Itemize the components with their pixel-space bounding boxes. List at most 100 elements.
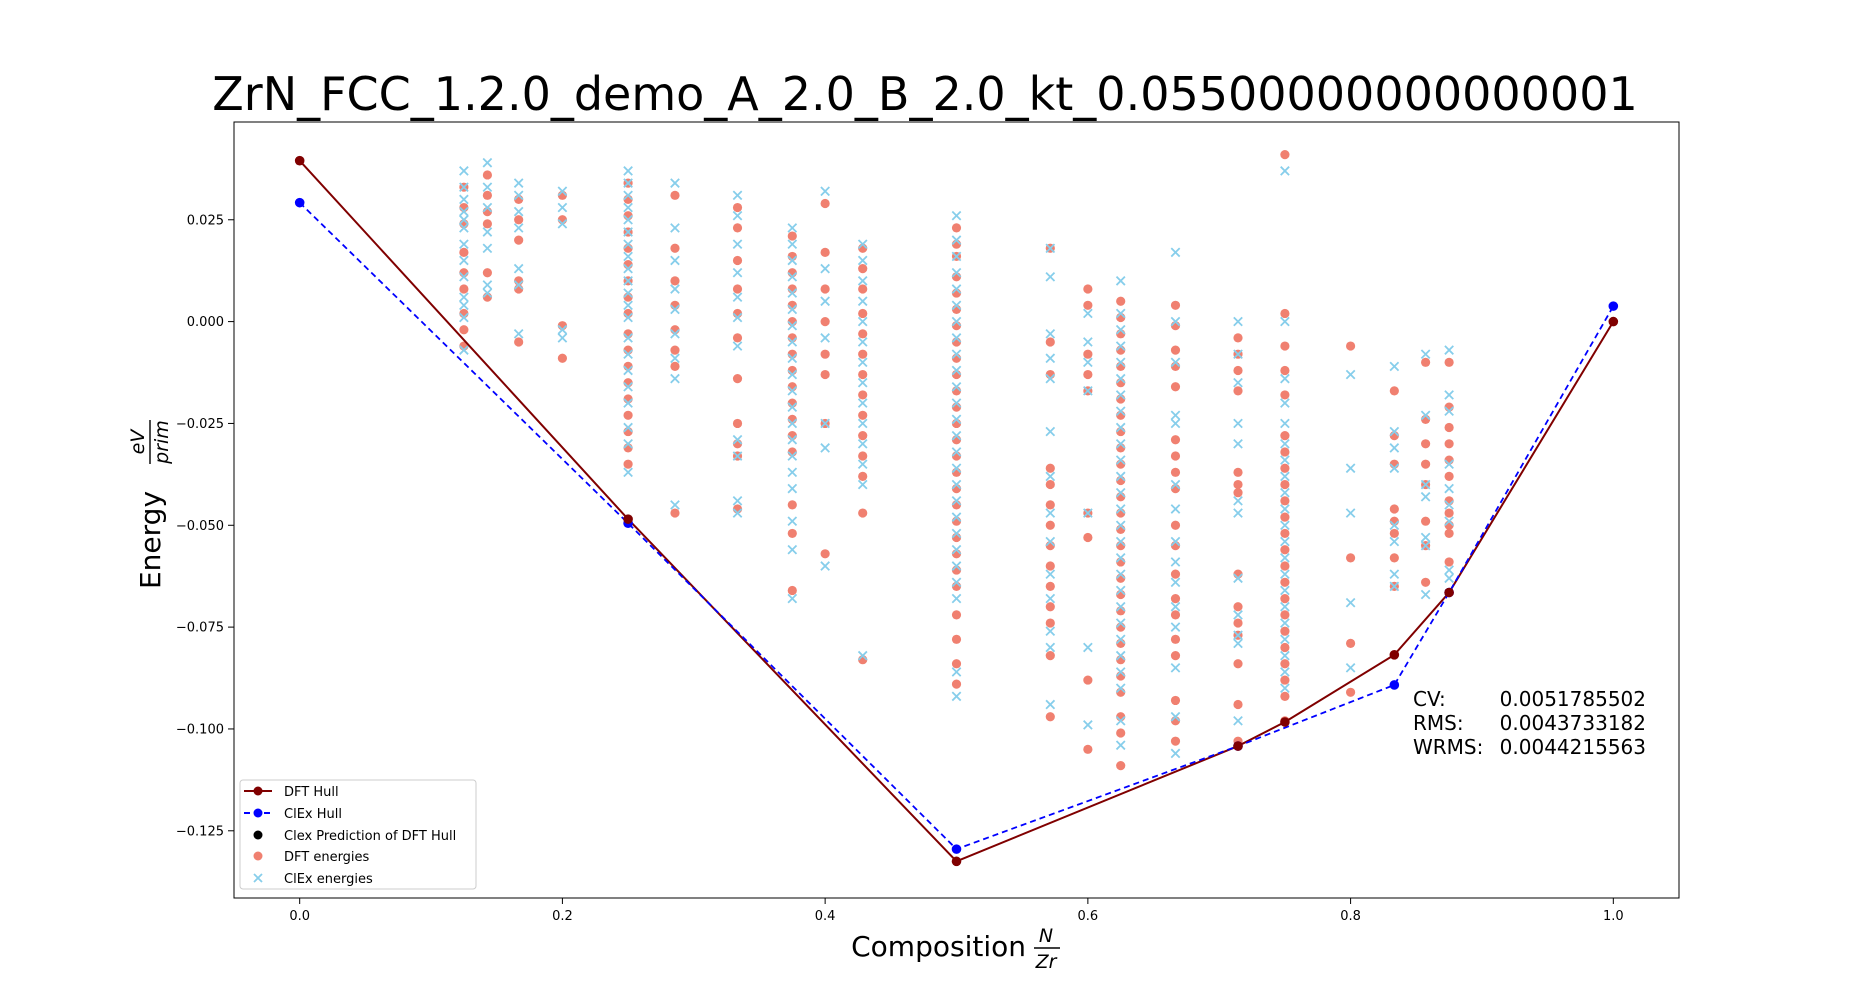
dft-energy-point [1280,626,1290,636]
clex-energy-point [1115,438,1126,449]
clex-energy-point [1115,390,1126,400]
clex-energy-point [820,443,830,453]
clex-energy-point [1045,593,1056,604]
clex-energy-point [1420,491,1431,502]
clex-energy-point [1170,536,1181,547]
legend-marker-clex-energies [253,873,263,883]
clex-energy-point [1420,540,1431,551]
clex-energy-point [1389,361,1400,372]
dft-energy-point [820,284,830,294]
clex-energy-point [1115,487,1126,498]
clex-energy-point [670,373,680,384]
clex-energy-point [732,341,743,351]
clex-energy-point [732,267,743,278]
clex-energy-point [951,316,962,327]
clex-energy-point [1233,316,1243,327]
dft-energy-point [1045,479,1055,490]
clex-energy-point [1115,341,1126,351]
dft-energy-point [1170,382,1181,392]
dft-energy-point [1444,439,1454,449]
clex-energy-point [820,561,830,571]
clex-energy-point [1115,667,1126,677]
dft-energy-point [1045,602,1055,612]
dft-energy-point [1345,341,1356,351]
x-tick-label: 0.4 [815,909,836,924]
dft-energy-point [670,361,680,372]
legend-item-clex-prediction: Clex Prediction of DFT Hull [253,829,456,844]
clex-energy-point [623,251,633,262]
clex-energy-point [1083,720,1093,730]
dft-energy-point [1083,349,1093,359]
clex-energy-point [623,202,633,213]
dft-energy-point [858,471,868,481]
stat-cv-value: 0.0051785502 [1500,687,1646,711]
clex-energy-point [1280,504,1290,514]
dft-energy-point [514,235,524,245]
clex-energy-point [857,479,868,490]
y-tick-label: −0.100 [176,722,224,737]
clex-energy-point [951,544,962,555]
clex-energy-point [951,349,962,360]
dft-energy-point [1233,699,1243,710]
clex-energy-point [857,459,868,470]
legend-label-dft-hull: DFT Hull [284,785,339,800]
clex-energy-point [787,239,798,250]
clex-energy-point [951,398,962,408]
clex-energy-point [1045,699,1056,710]
clex-energy-point [1233,573,1243,584]
dft-energy-point [858,390,868,400]
clex-energy-point [951,667,962,677]
dft-energy-point [1280,659,1290,669]
dft-energy-point [1233,333,1243,343]
clex-energy-point [459,239,469,250]
dft-energy-point [820,317,830,327]
dft-energy-point [1170,345,1181,355]
legend-item-clex-hull: ClEx Hull [244,807,342,822]
clex-energy-point [1233,377,1243,388]
clex-energy-point [1083,508,1093,518]
clex-energy-point [1115,740,1126,751]
clex-energy-point [820,186,830,197]
clex-energy-point [1420,479,1431,490]
dft-energy-point [951,659,962,669]
dft-energy-point [459,247,469,257]
clex-energy-point [623,227,633,237]
dft-energy-point [670,508,680,518]
clex-energy-point [951,528,962,539]
dft-energy-point [1444,557,1454,567]
dft-hull-line [298,160,1615,863]
clex-energy-point [459,345,469,355]
dft-energy-point [820,247,830,257]
clex-energy-point [951,235,962,245]
clex-energy-point [951,561,962,571]
clex-energy-point [623,381,633,392]
dft-energy-point [1389,504,1399,514]
clex-energy-point [557,333,568,343]
dft-energy-point [482,219,493,229]
clex-energy-point [1444,390,1454,400]
clex-energy-point [1280,569,1290,579]
clex-energy-point [787,516,798,527]
y-tick-label: 0.000 [187,315,224,330]
clex-energy-point [1280,316,1290,327]
clex-energy-point [1115,324,1126,335]
dft-energy-point [1116,761,1126,771]
clex-energy-point [1045,536,1056,547]
dft-energy-point [1233,488,1243,498]
clex-energy-point [1115,618,1126,628]
clex-energy-point [1045,353,1056,364]
x-axis-label: Composition N Zr [851,925,1060,973]
clex-energy-point [857,418,868,429]
legend-label-clex-prediction: Clex Prediction of DFT Hull [284,829,456,844]
clex-energy-point [857,296,868,307]
dft-energy-point [1116,728,1126,738]
clex-energy-point [951,577,962,588]
dft-energy-point [1045,618,1055,628]
legend-label-dft-energies: DFT energies [284,850,370,865]
clex-energy-point [1444,565,1454,575]
clex-energy-point [732,434,743,445]
dft-energy-point [1083,744,1093,754]
legend-item-clex-energies: ClEx energies [253,872,373,887]
clex-hull-point [1608,301,1619,311]
clex-energy-point [1170,504,1181,514]
